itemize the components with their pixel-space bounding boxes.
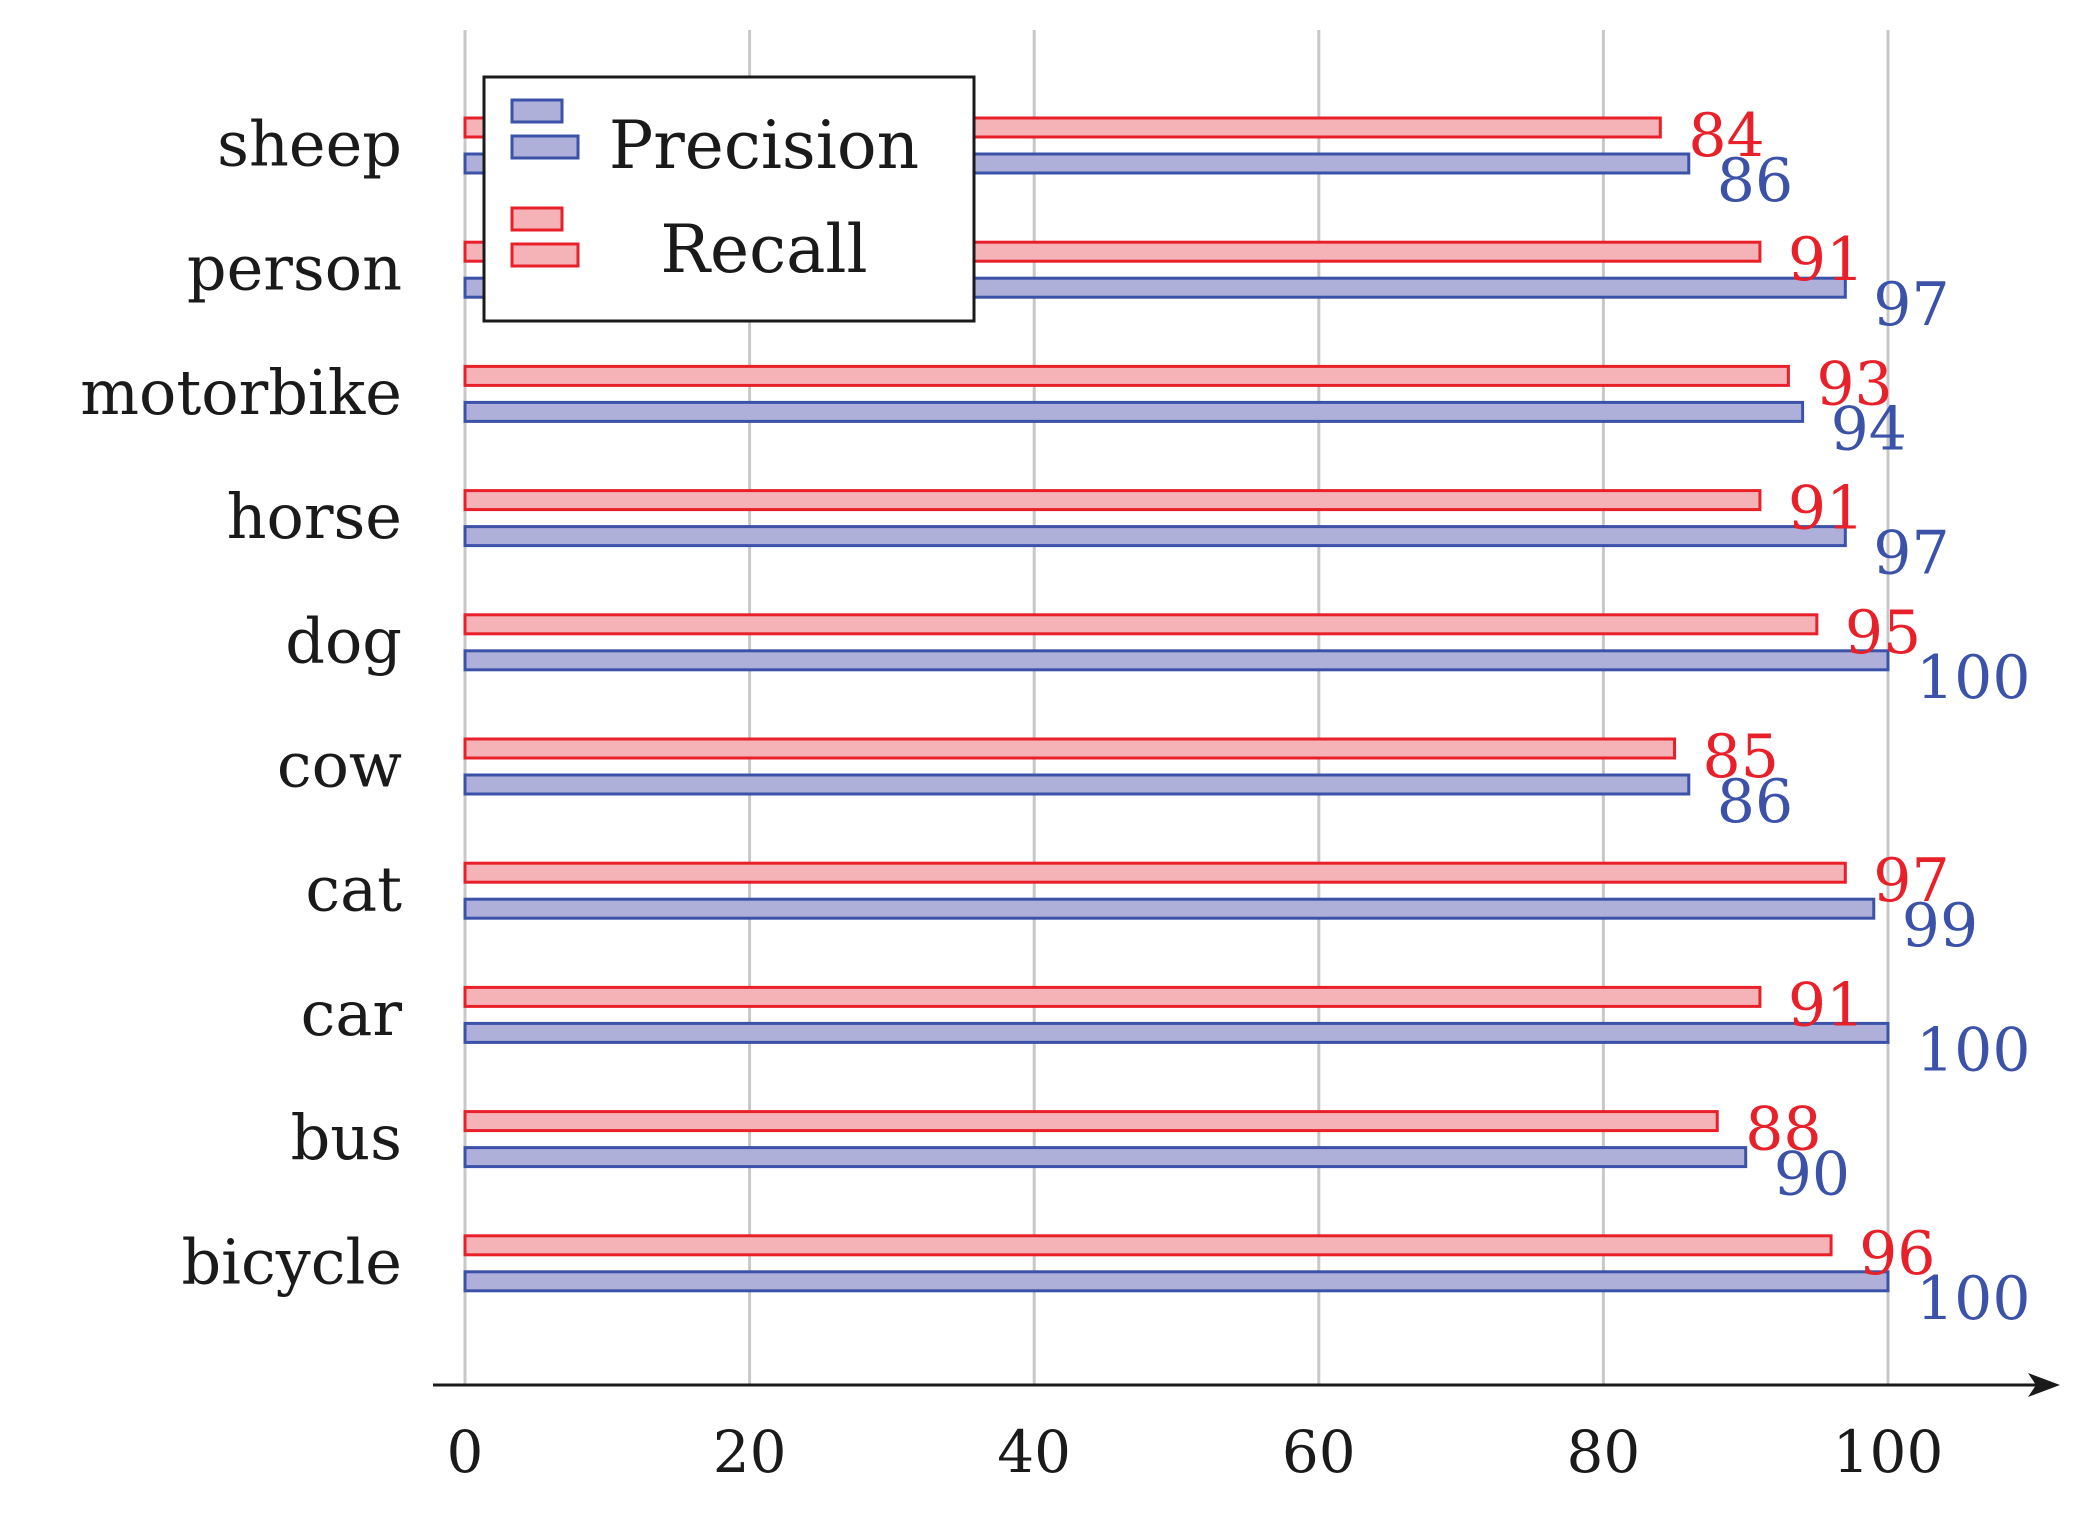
legend-label: Recall [660,211,867,288]
x-tick-label: 100 [1833,1418,1944,1486]
precision-value-label: 94 [1831,394,1907,464]
recall-bar [463,364,1790,387]
legend: Precision Recall [482,75,976,323]
precision-bar [463,897,1876,920]
precision-bar [463,1021,1890,1044]
category-labels: sheep person motorbike horse dog cow cat car bus… [80,108,402,1299]
x-tick-label: 40 [997,1418,1071,1486]
category-label: sheep [217,108,402,181]
x-tick-label: 20 [713,1418,787,1486]
recall-bar [463,861,1847,884]
legend-swatch [510,134,580,160]
precision-bar [463,773,1691,796]
category-label: cat [305,853,402,926]
category-label: motorbike [80,356,402,429]
x-tick-label: 60 [1282,1418,1356,1486]
precision-value-label: 100 [1916,643,2031,713]
category-label: bicycle [181,1225,402,1298]
precision-value-label: 100 [1916,1264,2031,1334]
precision-value-label: 86 [1717,146,1793,216]
recall-bar [463,1234,1833,1257]
precision-bar [463,400,1805,423]
x-tick-label: 80 [1566,1418,1640,1486]
precision-bar [463,1270,1890,1293]
recall-value-label: 85 [1703,722,1779,792]
recall-value-label: 91 [1788,474,1864,544]
precision-bar [463,649,1890,672]
recall-bar [463,489,1762,512]
recall-value-label: 97 [1873,846,1949,916]
recall-value-label: 93 [1816,349,1892,419]
recall-bar [463,1110,1719,1133]
category-label: bus [291,1101,402,1174]
category-label: cow [277,729,402,802]
precision-value-label: 90 [1774,1140,1850,1210]
category-label: dog [285,604,402,677]
category-label: car [301,977,403,1050]
legend-swatch [510,98,564,124]
recall-value-label: 95 [1845,598,1921,668]
legend-box [482,75,976,323]
category-label: person [187,232,402,305]
x-axis: 0 20 40 60 80 100 [433,1373,2060,1486]
recall-bar [463,737,1677,760]
x-axis-arrow [2028,1373,2060,1397]
legend-swatch [510,206,564,232]
legend-swatch [510,242,580,268]
precision-value-label: 86 [1717,767,1793,837]
data-labels: 8486919793949197951008586979991100889096… [1688,101,2030,1334]
precision-value-label: 97 [1873,270,1949,340]
precision-value-label: 100 [1916,1015,2031,1085]
recall-value-label: 96 [1859,1219,1935,1289]
recall-value-label: 91 [1788,970,1864,1040]
precision-bar [463,1146,1748,1169]
recall-bar [463,985,1762,1008]
recall-value-label: 91 [1788,225,1864,295]
category-label: horse [227,480,402,553]
precision-value-label: 99 [1902,891,1978,961]
legend-label: Precision [609,107,919,184]
precision-value-label: 97 [1873,519,1949,589]
recall-value-label: 88 [1745,1095,1821,1165]
recall-value-label: 84 [1688,101,1764,171]
precision-bar [463,525,1847,548]
x-tick-label: 0 [447,1418,484,1486]
recall-bar [463,613,1819,636]
